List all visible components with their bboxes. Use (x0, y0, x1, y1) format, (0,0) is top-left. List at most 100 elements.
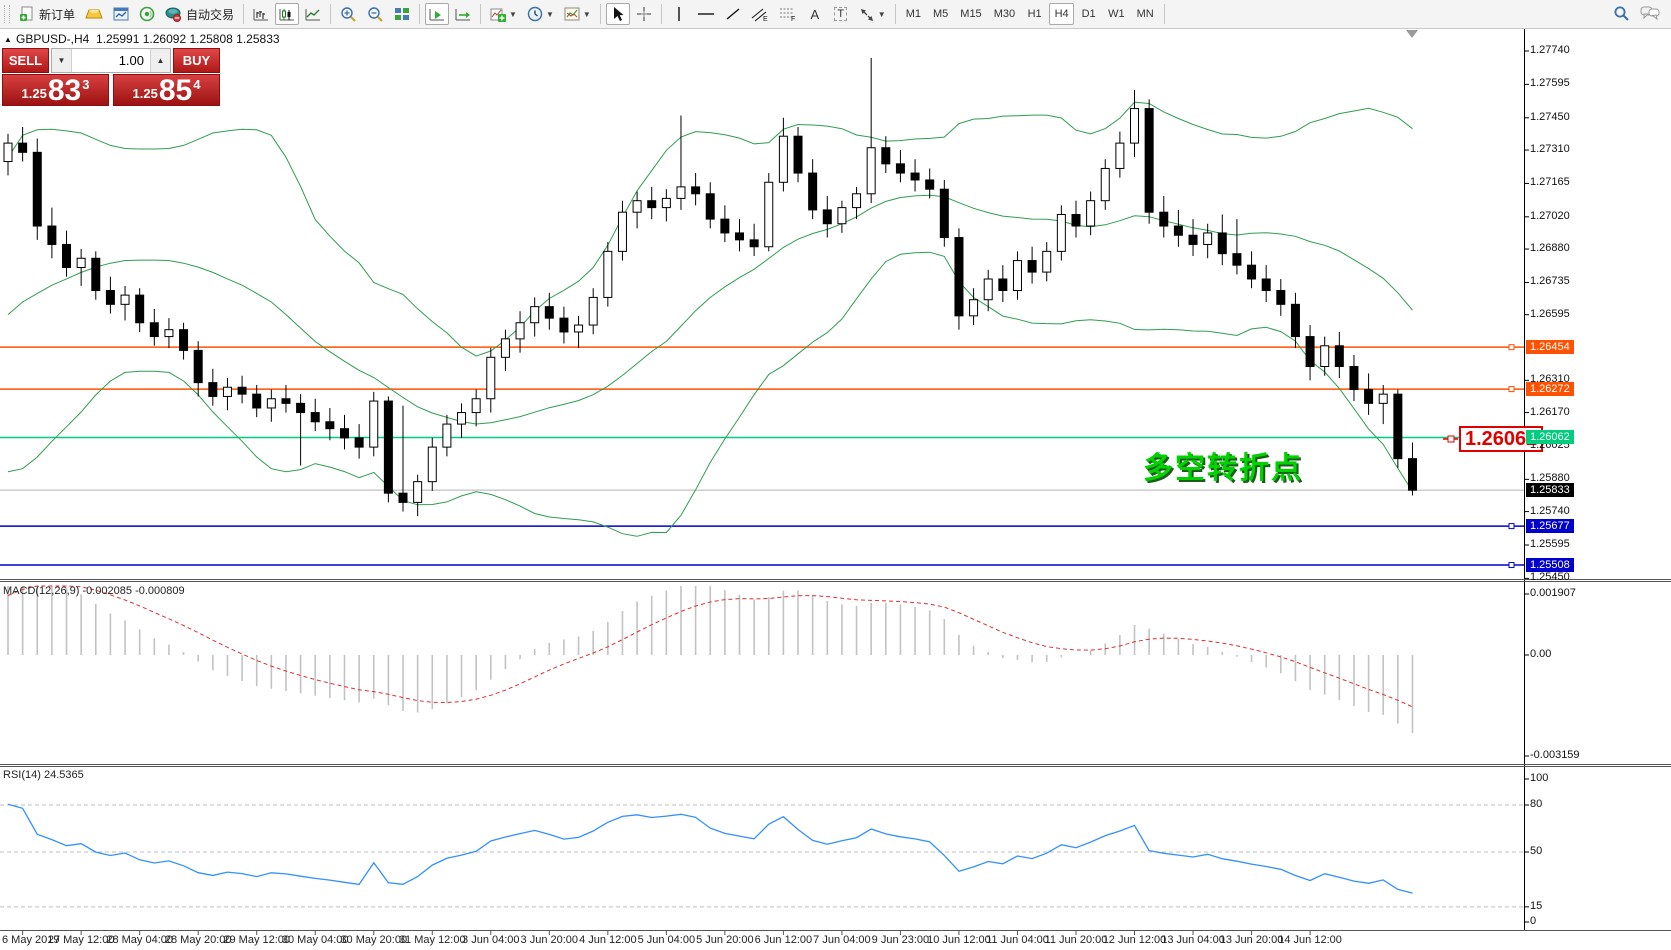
time-axis-label: 6 May 2019 (2, 934, 60, 946)
candle-body (574, 324, 584, 333)
candlestick-mode-button[interactable] (275, 3, 300, 25)
trendline-tool-button[interactable] (721, 3, 745, 25)
periods-button[interactable]: ▼ (523, 3, 558, 25)
chart-shift-button[interactable] (451, 3, 475, 25)
chart-annotation-text[interactable]: 多空转折点 (1143, 452, 1303, 485)
price-axis-label: 1.27310 (1530, 143, 1570, 156)
trendline-icon (726, 8, 740, 20)
candle-body (325, 421, 335, 430)
candle-body (1232, 253, 1242, 266)
time-axis-label: 11 Jun 04:00 (986, 934, 1049, 946)
time-axis-label: 29 May 12:00 (223, 934, 291, 946)
auto-trading-button[interactable]: 自动交易 (161, 3, 238, 25)
timeframe-button-h1[interactable]: H1 (1027, 8, 1042, 20)
volume-stepper: ▼ ▲ (51, 48, 171, 73)
toolbar-right-group (1608, 2, 1665, 24)
candle-body (1173, 225, 1183, 236)
macd-indicator-label: MACD(12,26,9) -0.002085 -0.000809 (3, 585, 185, 597)
arrows-dropdown-caret[interactable]: ▼ (877, 9, 886, 19)
time-axis-label: 5 Jun 20:00 (696, 934, 754, 946)
cursor-tool-button[interactable] (605, 3, 630, 25)
candle-body (208, 382, 218, 397)
price-tag-annotation[interactable]: 1.26062 (1459, 426, 1544, 452)
candle-body (1130, 108, 1140, 144)
timeframe-button-mn[interactable]: MN (1136, 8, 1154, 20)
zoom-out-button[interactable] (363, 3, 388, 25)
sell-price-sup: 3 (82, 77, 90, 92)
new-order-button[interactable]: 新订单 (15, 3, 79, 25)
text-tool-button[interactable]: A (803, 3, 827, 25)
candle-body (866, 147, 876, 195)
timeframe-button-d1[interactable]: D1 (1081, 8, 1096, 20)
line-chart-mode-button[interactable] (301, 3, 325, 25)
buy-price-button[interactable]: 1.25 85 4 (113, 74, 220, 106)
volume-increase-button[interactable]: ▲ (150, 49, 170, 72)
horizontal-line-tool-button[interactable] (693, 3, 719, 25)
candle-body (1027, 260, 1037, 273)
search-button[interactable] (1609, 2, 1634, 24)
sell-price-button[interactable]: 1.25 83 3 (2, 74, 109, 106)
chat-button[interactable] (1636, 2, 1664, 24)
timeframe-button-h4[interactable]: H4 (1049, 3, 1075, 25)
candle-body (1217, 232, 1227, 255)
chart-shift-marker (1406, 30, 1418, 38)
timeframe-button-m30[interactable]: M30 (993, 8, 1016, 20)
time-axis-label: 6 Jun 12:00 (754, 934, 813, 946)
periods-dropdown-caret[interactable]: ▼ (545, 9, 554, 19)
candle-body (149, 322, 159, 338)
toolbar-drag-handle[interactable] (4, 5, 10, 23)
auto-scroll-button[interactable] (425, 3, 450, 25)
timeframe-button-m1[interactable]: M1 (905, 8, 921, 20)
price-level-chip: 1.26272 (1526, 382, 1574, 397)
timeframe-button-m15[interactable]: M15 (960, 8, 982, 20)
candle-body (1042, 250, 1052, 273)
text-label-tool-button[interactable]: T (829, 3, 853, 25)
bar-chart-mode-button[interactable] (249, 3, 273, 25)
crosshair-tool-button[interactable] (632, 3, 656, 25)
price-axis-label: 1.27165 (1530, 176, 1570, 189)
templates-dropdown-caret[interactable]: ▼ (582, 9, 591, 19)
candle-body (1247, 264, 1257, 280)
volume-decrease-button[interactable]: ▼ (52, 49, 72, 72)
styler-button[interactable] (81, 3, 107, 25)
arrows-tool-button[interactable]: ▼ (855, 3, 890, 25)
channel-tool-button[interactable]: E (747, 3, 773, 25)
rsi-axis-label: 15 (1530, 899, 1543, 912)
line-handle (1508, 386, 1515, 393)
fibonacci-tool-button[interactable]: F (775, 3, 801, 25)
buy-button[interactable]: BUY (173, 48, 220, 73)
rsi-axis-label: 100 (1530, 772, 1549, 784)
vertical-line-icon (678, 7, 680, 21)
tile-windows-button[interactable] (390, 3, 414, 25)
ohlc-collapse-icon[interactable]: ▲ (4, 35, 12, 44)
candle-body (954, 237, 964, 317)
clock-icon (527, 6, 543, 22)
candle-body (661, 197, 671, 209)
candle-body (969, 299, 979, 317)
candle-body (339, 428, 349, 439)
vertical-line-tool-button[interactable] (667, 3, 691, 25)
timeframe-button-w1[interactable]: W1 (1108, 8, 1125, 20)
auto-scroll-icon (429, 8, 445, 20)
candle-body (193, 349, 203, 384)
time-axis-label: 28 May 20:00 (164, 934, 232, 946)
indicators-button[interactable]: ▼ (486, 3, 521, 25)
templates-button[interactable]: ▼ (560, 3, 595, 25)
volume-input[interactable] (72, 49, 150, 72)
macd-axis-label: 0.00 (1530, 648, 1552, 660)
sell-button[interactable]: SELL (2, 48, 49, 73)
rsi-axis-label: 80 (1530, 797, 1543, 810)
candle-body (603, 250, 613, 298)
chart-shift-icon (455, 8, 471, 20)
timeframe-button-m5[interactable]: M5 (933, 8, 949, 20)
price-axis-label: 1.26735 (1530, 275, 1570, 288)
price-axis-label: 1.27595 (1530, 77, 1570, 90)
signals-button[interactable] (135, 3, 159, 25)
zoom-in-button[interactable] (336, 3, 361, 25)
candle-body (1290, 303, 1300, 338)
market-watch-button[interactable] (109, 3, 133, 25)
indicators-dropdown-caret[interactable]: ▼ (509, 9, 517, 19)
candle-body (1115, 142, 1125, 169)
candle-body (486, 356, 496, 400)
